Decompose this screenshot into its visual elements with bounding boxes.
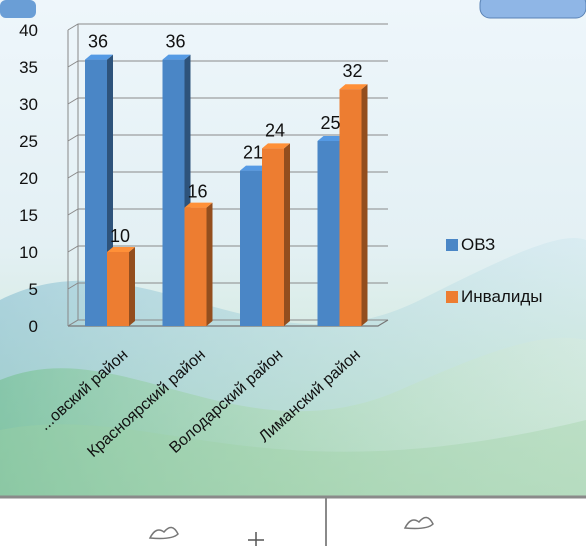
y-tick-label: 10 (19, 243, 38, 262)
data-label: 21 (243, 143, 263, 163)
legend-item: Инвалиды (446, 287, 542, 306)
y-tick-label: 30 (19, 95, 38, 114)
legend-label: ОВЗ (461, 235, 495, 254)
data-label: 36 (165, 32, 185, 52)
y-tick-label: 40 (19, 21, 38, 40)
bar-top (339, 84, 368, 90)
y-tick-label: 35 (19, 58, 38, 77)
bar-side (284, 143, 290, 326)
y-tick-label: 0 (29, 317, 38, 336)
data-label: 25 (320, 113, 340, 133)
corner-shape-right (479, 0, 586, 19)
plus-icon (248, 532, 264, 546)
bar-front (107, 252, 129, 326)
bar-front (85, 59, 107, 326)
bar-side (206, 202, 213, 326)
bar-front (262, 148, 284, 326)
legend: ОВЗ Инвалиды (446, 235, 542, 306)
data-label: 10 (110, 226, 130, 246)
bar-top (107, 247, 135, 252)
bar-front (240, 170, 262, 326)
bars (85, 54, 368, 326)
gridline (67, 134, 388, 142)
bar-top (184, 202, 213, 208)
y-tick-label: 15 (19, 206, 38, 225)
legend-swatch (446, 291, 458, 303)
bar-top (162, 54, 191, 60)
legend-item: ОВЗ (446, 235, 495, 254)
data-label: 24 (265, 120, 285, 140)
bar (184, 202, 213, 326)
cloud-icon (148, 526, 179, 540)
bar-top (85, 54, 113, 60)
y-tick-label: 5 (29, 280, 38, 299)
bar-front (317, 141, 340, 326)
bar (339, 84, 368, 326)
bar-side (129, 247, 135, 326)
data-label: 16 (187, 182, 207, 202)
data-label: 36 (88, 32, 108, 52)
bar-top (262, 143, 290, 149)
bottom-strip (0, 497, 586, 546)
legend-swatch (446, 239, 458, 251)
y-tick-label: 20 (19, 169, 38, 188)
gridline (67, 60, 388, 68)
bar-top (240, 165, 268, 171)
bar-top (317, 136, 346, 141)
gridline (67, 97, 388, 105)
y-tick-label: 25 (19, 132, 38, 151)
y-axis: 0 5 10 15 20 25 30 35 40 (19, 21, 38, 336)
bar (262, 143, 290, 326)
data-label: 32 (342, 61, 362, 81)
cloud-icon (403, 516, 434, 530)
bar-side (361, 84, 368, 326)
corner-shape-left (0, 0, 36, 18)
bar-front (339, 89, 362, 326)
legend-label: Инвалиды (461, 287, 542, 306)
bar-front (162, 59, 185, 326)
gridline (67, 23, 388, 31)
bar-front (184, 207, 207, 326)
bar (107, 247, 135, 326)
